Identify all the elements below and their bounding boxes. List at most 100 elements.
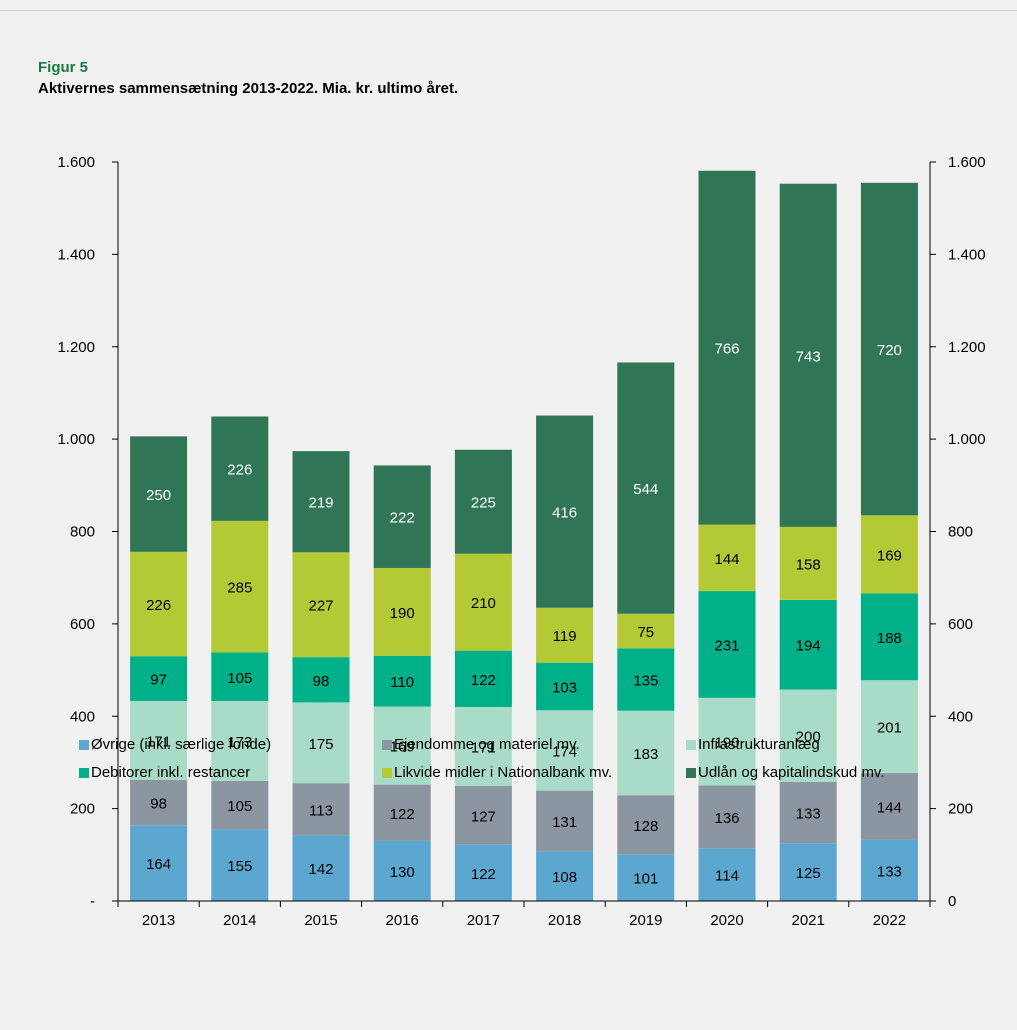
data-label: 164 [146, 856, 171, 873]
data-label: 227 [308, 598, 333, 615]
data-label: 190 [390, 605, 415, 622]
bar-segment [373, 567, 431, 656]
bar-segment [698, 697, 756, 786]
data-label: 122 [471, 672, 496, 689]
bar-segment [130, 436, 188, 552]
bar-segment [536, 851, 594, 901]
y-tick-label-right: 600 [948, 616, 973, 633]
data-label: 119 [553, 628, 577, 645]
y-tick-label-left: 1.400 [57, 246, 95, 263]
bar-segment [373, 465, 431, 568]
data-label: 158 [796, 556, 821, 573]
legend-item: Ejendomme og materiel mv. [382, 736, 580, 753]
y-tick-label-left: - [90, 893, 95, 910]
bar-segment [454, 449, 512, 554]
bar-segment [779, 843, 837, 901]
bar-segment [779, 183, 837, 527]
bar-segment [698, 785, 756, 849]
data-label: 135 [633, 673, 658, 690]
y-tick-label-right: 1.200 [948, 339, 986, 356]
data-label: 155 [227, 858, 252, 875]
bar-segment [292, 451, 350, 553]
data-label: 544 [633, 481, 658, 498]
legend-swatch [686, 739, 696, 750]
legend-swatch [79, 739, 89, 750]
bar-segment [130, 701, 188, 780]
bar-segment [211, 701, 269, 781]
y-tick-label-left: 1.200 [57, 339, 95, 356]
bar-segment [373, 840, 431, 901]
legend-swatch [382, 767, 392, 778]
y-tick-label-left: 600 [70, 616, 95, 633]
data-label: 225 [471, 495, 496, 512]
bar-segment [211, 416, 269, 521]
bar-segment [860, 515, 918, 594]
y-tick-label-right: 1.600 [948, 154, 986, 171]
legend-swatch [79, 767, 89, 778]
legend-item: Øvrige (inkl. særlige fonde) [79, 736, 271, 753]
data-label: 219 [308, 495, 333, 512]
data-label: 122 [390, 806, 415, 823]
bar-segment [617, 795, 675, 855]
y-tick-label-right: 200 [948, 801, 973, 818]
bar-segment [860, 593, 918, 681]
data-label: 144 [714, 551, 739, 568]
legend-label: Debitorer inkl. restancer [91, 764, 251, 781]
top-divider [0, 10, 1017, 11]
bar-segment [292, 702, 350, 784]
data-label: 114 [715, 868, 739, 885]
y-tick-label-left: 400 [70, 708, 95, 725]
bar-segment [454, 785, 512, 845]
bar-segment [536, 662, 594, 711]
data-label: 171 [471, 740, 496, 757]
data-label: 133 [796, 806, 821, 823]
data-label: 127 [471, 808, 496, 825]
bar-segment [211, 652, 269, 702]
data-label: 169 [877, 547, 902, 564]
y-tick-label-left: 1.600 [57, 154, 95, 171]
bar-segment [536, 790, 594, 852]
data-label: 122 [471, 866, 496, 883]
y-tick-label-left: 200 [70, 801, 95, 818]
data-label: 190 [714, 735, 739, 752]
bar-segment [454, 650, 512, 708]
x-tick-label: 2015 [304, 912, 337, 929]
data-label: 210 [471, 595, 496, 612]
bar-segment [617, 613, 675, 649]
data-label: 183 [633, 746, 658, 763]
bar-segment [454, 844, 512, 901]
figure-label: Figur 5 [38, 59, 89, 76]
legend-swatch [686, 767, 696, 778]
data-label: 194 [796, 638, 821, 655]
data-label: 130 [390, 864, 415, 881]
data-label: 144 [877, 799, 902, 816]
x-tick-label: 2020 [710, 912, 743, 929]
bar-segment [860, 773, 918, 840]
y-tick-label-right: 400 [948, 708, 973, 725]
data-label: 173 [227, 734, 252, 751]
bar-segment [454, 553, 512, 651]
legend-label: Likvide midler i Nationalbank mv. [394, 764, 613, 781]
x-tick-label: 2019 [629, 912, 662, 929]
legend-label: Udlån og kapitalindskud mv. [698, 764, 885, 781]
data-label: 105 [227, 798, 252, 815]
data-label: 97 [150, 672, 167, 689]
legend-swatch [382, 739, 392, 750]
bar-segment [292, 657, 350, 703]
data-label: 285 [227, 580, 252, 597]
bar-segment [860, 182, 918, 516]
data-label: 113 [309, 802, 333, 819]
data-label: 222 [390, 510, 415, 527]
data-label: 171 [146, 733, 171, 750]
bar-segment [860, 839, 918, 901]
y-tick-label-right: 1.000 [948, 431, 986, 448]
data-label: 766 [714, 341, 739, 358]
bar-segment [292, 783, 350, 836]
bar-segment [211, 780, 269, 830]
x-tick-label: 2017 [467, 912, 500, 929]
data-label: 226 [146, 597, 171, 614]
data-label: 201 [877, 720, 902, 737]
data-label: 131 [552, 814, 577, 831]
data-label: 743 [796, 348, 821, 365]
legend-label: Infrastrukturanlæg [698, 736, 820, 753]
